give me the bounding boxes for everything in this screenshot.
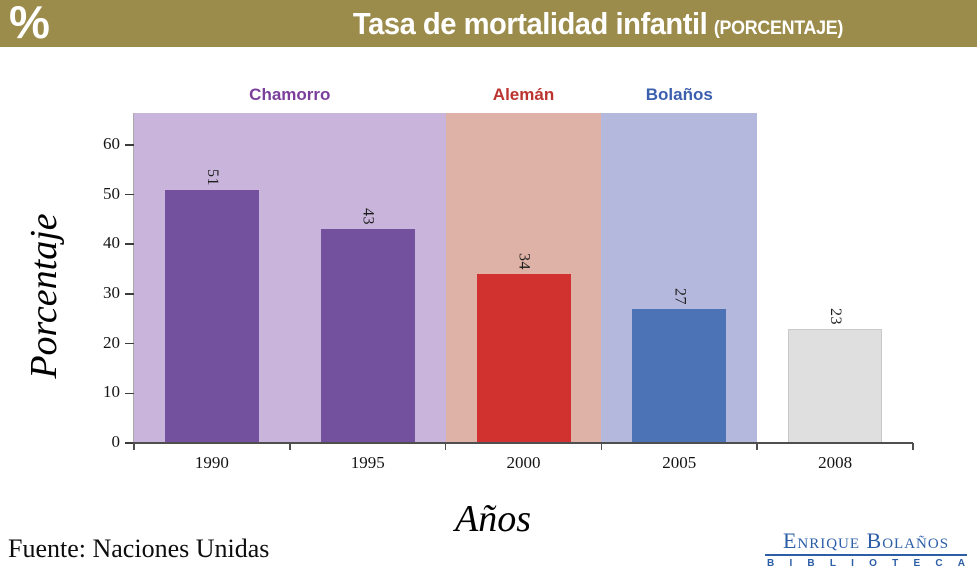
bar-2005 — [632, 308, 727, 443]
y-tick — [125, 442, 134, 444]
x-tick — [289, 443, 291, 450]
y-tick-label: 0 — [111, 432, 121, 451]
y-tick-label: 60 — [103, 133, 120, 153]
bar-value-label-1995: 43 — [359, 208, 377, 226]
x-tick — [756, 443, 758, 450]
region-label-chamorro: Chamorro — [249, 85, 331, 104]
bar-2008 — [788, 328, 883, 443]
y-tick-label: 30 — [103, 282, 120, 302]
bar-value-label-2000: 34 — [515, 253, 533, 271]
y-tick — [125, 193, 134, 196]
x-tick-label-2008: 2008 — [818, 453, 853, 472]
percent-icon: % — [9, 0, 50, 48]
y-tick — [125, 293, 134, 295]
y-axis-line — [132, 113, 134, 443]
bar-value-label-2005: 27 — [671, 287, 689, 305]
logo-subtitle-letter: I — [789, 558, 793, 569]
bar-1990 — [164, 189, 259, 443]
x-tick — [444, 443, 447, 450]
x-tick-label-2000: 2000 — [506, 453, 541, 472]
logo-subtitle-letter: B — [767, 558, 775, 569]
x-axis-line — [132, 442, 913, 444]
y-tick — [125, 243, 134, 245]
y-tick-label: 20 — [103, 332, 120, 352]
logo-subtitle-letter: I — [851, 558, 854, 569]
logo-subtitle-letter: C — [935, 558, 943, 569]
x-tick-label-1995: 1995 — [350, 453, 385, 472]
x-axis-title: Años — [455, 498, 531, 540]
bar-1995 — [320, 229, 415, 443]
library-logo: Enrique Bolaños B I B L I O T E C A — [765, 528, 967, 569]
logo-subtitle-letter: O — [869, 558, 877, 569]
logo-subtitle-letter: L — [829, 558, 836, 569]
y-tick — [125, 392, 134, 395]
x-tick-label-2005: 2005 — [662, 453, 697, 472]
page-title: Tasa de mortalidad infantil — [352, 5, 708, 41]
logo-subtitle-letter: A — [957, 558, 965, 569]
bar-2000 — [476, 274, 571, 443]
x-tick — [133, 443, 135, 450]
bar-value-label-1990: 51 — [203, 168, 221, 186]
x-tick — [912, 443, 914, 450]
y-tick — [125, 342, 134, 345]
source-text: Fuente: Naciones Unidas — [8, 534, 270, 563]
logo-subtitle-letter: E — [913, 558, 921, 569]
x-tick — [600, 443, 603, 450]
y-tick-label: 40 — [103, 233, 120, 253]
page-subtitle: (PORCENTAJE) — [713, 17, 844, 39]
y-tick-label: 50 — [103, 183, 120, 203]
logo-subtitle-letter: B — [807, 558, 815, 569]
bar-value-label-2008: 23 — [827, 307, 845, 325]
x-tick-label-1990: 1990 — [194, 453, 229, 472]
region-label-bolaños: Bolaños — [645, 85, 713, 104]
title-wrap: Tasa de mortalidad infantil (PORCENTAJE) — [353, 6, 843, 42]
logo-name: Enrique Bolaños — [765, 528, 967, 556]
y-tick-label: 10 — [103, 382, 120, 402]
logo-subtitle-letter: T — [892, 558, 899, 569]
region-label-alemán: Alemán — [492, 85, 555, 104]
header-bar: % Tasa de mortalidad infantil (PORCENTAJ… — [0, 0, 977, 48]
y-tick — [125, 144, 134, 146]
